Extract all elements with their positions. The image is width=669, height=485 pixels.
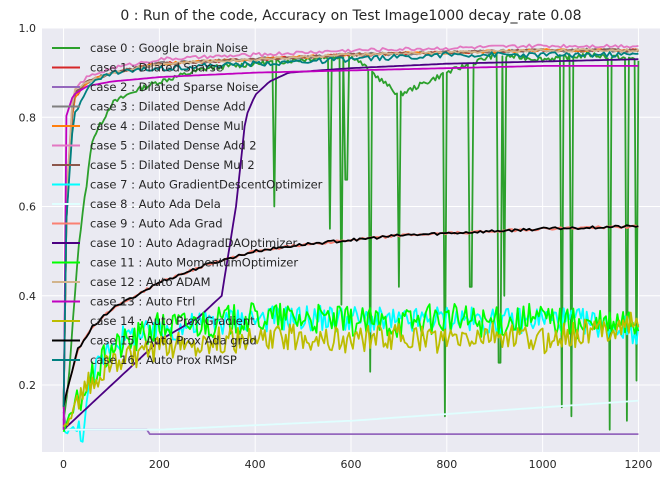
legend-label: case 8 : Auto Ada Dela	[90, 197, 221, 211]
legend-label: case 11 : Auto MomentumOptimizer	[90, 256, 298, 270]
x-tick-label: 1000	[529, 458, 557, 471]
x-tick-label: 0	[60, 458, 67, 471]
legend-label: case 3 : Dilated Dense Add	[90, 100, 246, 114]
legend-label: case 2 : Dilated Sparse Noise	[90, 80, 258, 94]
x-tick-label: 400	[245, 458, 266, 471]
legend-label: case 12 : Auto ADAM	[90, 275, 211, 289]
legend-label: case 10 : Auto AdagradDAOptimizer	[90, 236, 298, 250]
legend-label: case 16 : Auto Prox RMSP	[90, 353, 237, 367]
chart-title: 0 : Run of the code, Accuracy on Test Im…	[120, 8, 581, 24]
legend-label: case 1 : Dilated Sparse	[90, 61, 223, 75]
series-line	[62, 65, 639, 430]
legend-label: case 0 : Google brain Noise	[90, 41, 248, 55]
series-line	[63, 399, 639, 431]
x-tick-label: 600	[341, 458, 362, 471]
x-tick-label: 1200	[624, 458, 652, 471]
legend-label: case 9 : Auto Ada Grad	[90, 217, 223, 231]
legend-label: case 4 : Dilated Dense Mul	[90, 119, 244, 133]
x-tick-label: 200	[149, 458, 170, 471]
series-line	[62, 311, 640, 428]
series-line	[62, 43, 639, 409]
series-line	[62, 48, 639, 409]
legend-label: case 14 : Auto Prox Gradient	[90, 314, 255, 328]
legend-label: case 5 : Dilated Dense Add 2	[90, 139, 257, 153]
legend-label: case 13 : Auto Ftrl	[90, 295, 195, 309]
y-tick-label: 0.6	[19, 201, 37, 214]
legend: case 0 : Google brain Noise case 1 : Dila…	[52, 41, 323, 367]
series-line	[62, 51, 639, 407]
tick-labels: 0 200 400 600 800 1000 1200 0.2 0.4 0.6 0.8 1.0	[19, 22, 653, 471]
legend-label: case 7 : Auto GradientDescentOptimizer	[90, 178, 323, 192]
y-tick-label: 0.2	[19, 379, 37, 392]
series-line	[62, 302, 640, 433]
series-line	[62, 224, 639, 407]
series-line	[62, 411, 639, 435]
series-layer	[62, 43, 640, 443]
series-line	[62, 58, 639, 431]
grid	[42, 27, 660, 452]
legend-label: case 5 : Dilated Dense Mul 2	[90, 158, 255, 172]
y-tick-label: 1.0	[19, 22, 37, 35]
legend-label: case 15 : Auto Prox Ada grad	[90, 334, 257, 348]
y-tick-label: 0.4	[19, 290, 37, 303]
x-tick-label: 800	[436, 458, 457, 471]
y-tick-label: 0.8	[19, 111, 37, 124]
